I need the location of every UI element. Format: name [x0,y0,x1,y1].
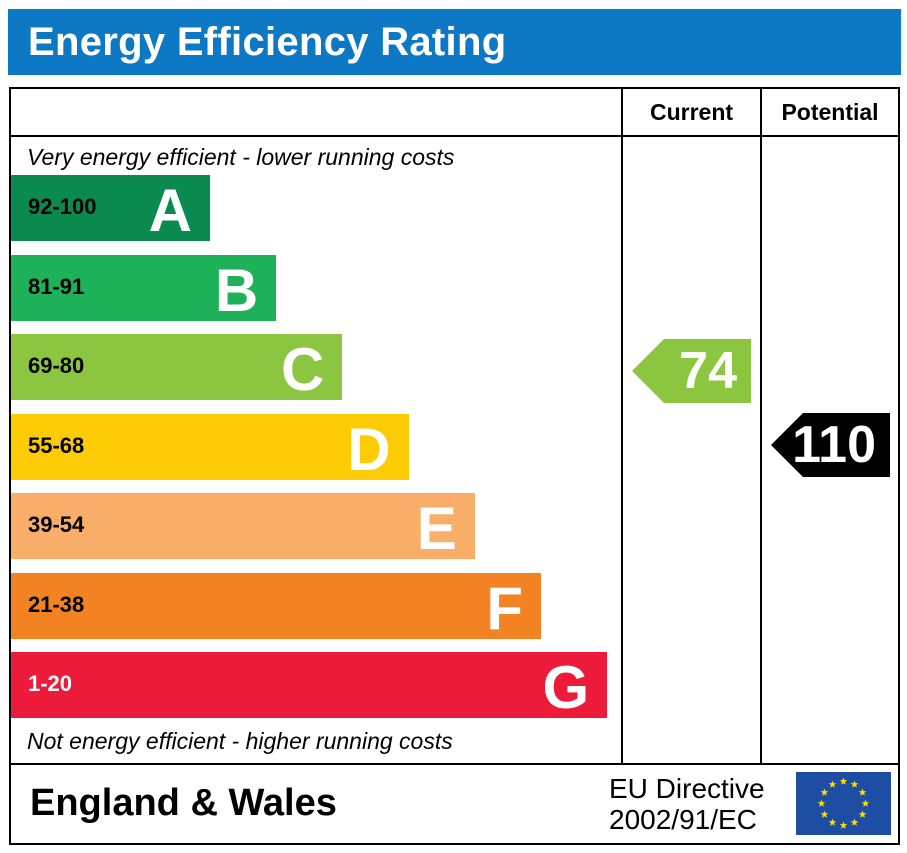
potential-rating-arrow: 110 [771,412,890,477]
band-e-letter: E [416,495,457,562]
band-d-letter: D [347,415,391,483]
band-c-letter: C [281,336,325,403]
band-b-range: 81-91 [28,273,85,299]
eu-star-icon [817,799,826,807]
eu-star-icon [858,788,867,796]
current-column-header: Current [649,99,734,125]
footer-divider [9,763,900,765]
potential-column-divider [760,87,762,765]
band-d: 55-68 D [11,413,409,483]
band-d-range: 55-68 [28,432,85,458]
potential-rating-value: 110 [792,415,876,474]
band-b-letter: B [214,256,259,324]
eu-flag-icon [796,772,891,835]
band-b: 81-91 B [11,254,277,324]
band-a-letter: A [148,177,192,244]
eu-star-icon [850,780,859,788]
current-arrow-shape [632,339,751,403]
eu-star-icon [828,818,837,826]
eu-star-icon [861,799,870,807]
potential-arrow-shape [771,412,890,477]
eu-directive: EU Directive 2002/91/EC [609,773,765,835]
eu-star-icon [850,818,859,826]
band-f-range: 21-38 [28,591,85,617]
current-column-divider [621,87,623,765]
top-note: Very energy efficient - lower running co… [27,144,455,170]
band-g-range: 1-20 [28,671,73,696]
band-a-range: 92-100 [28,194,97,219]
potential-column-header: Potential [781,99,879,125]
band-g: 1-20 G [11,652,608,721]
eu-star-icon [839,821,848,829]
footer-region: England & Wales [30,782,337,824]
band-c-range: 69-80 [28,353,85,378]
band-e: 39-54 E [11,493,475,562]
directive-line2: 2002/91/EC [609,804,757,835]
bottom-note: Not energy efficient - higher running co… [27,728,453,754]
title-banner: Energy Efficiency Rating [8,9,901,75]
rating-table [9,87,900,845]
band-e-range: 39-54 [28,512,85,537]
band-f: 21-38 F [11,572,541,642]
band-g-letter: G [542,654,590,721]
current-rating-value: 74 [679,342,737,400]
eu-star-icon [828,780,837,788]
chart-title: Energy Efficiency Rating [28,20,507,64]
eu-star-icon [820,810,829,818]
eu-star-icon [820,788,829,796]
directive-line1: EU Directive [609,773,765,804]
current-rating-arrow: 74 [632,339,751,403]
eu-star-icon [839,777,848,785]
header-row-divider [9,135,900,137]
band-a: 92-100 A [11,175,210,244]
band-c: 69-80 C [11,334,343,403]
band-f-letter: F [486,574,523,642]
eu-star-icon [858,810,867,818]
